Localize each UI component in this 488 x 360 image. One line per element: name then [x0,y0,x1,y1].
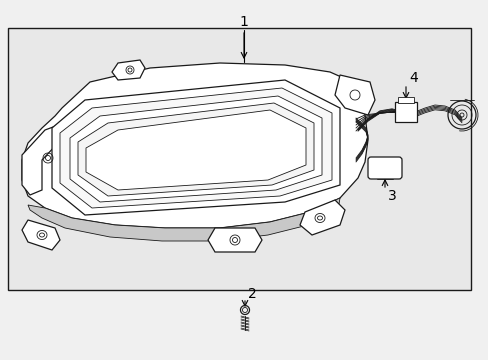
Polygon shape [78,103,313,196]
Polygon shape [207,228,262,252]
Polygon shape [334,75,374,115]
Polygon shape [52,80,339,215]
Bar [8,28,470,290]
Text: 3: 3 [387,189,396,203]
Bar [394,102,416,122]
Polygon shape [70,96,321,202]
Polygon shape [22,63,367,228]
Text: 1: 1 [239,15,248,29]
Polygon shape [22,220,60,250]
Polygon shape [86,110,305,190]
Text: 2: 2 [247,287,256,301]
Polygon shape [28,198,339,241]
Polygon shape [299,200,345,235]
Bar [397,97,413,103]
FancyBboxPatch shape [367,157,401,179]
Text: 4: 4 [408,71,417,85]
Polygon shape [112,60,145,80]
Polygon shape [60,88,331,208]
Polygon shape [22,120,78,195]
